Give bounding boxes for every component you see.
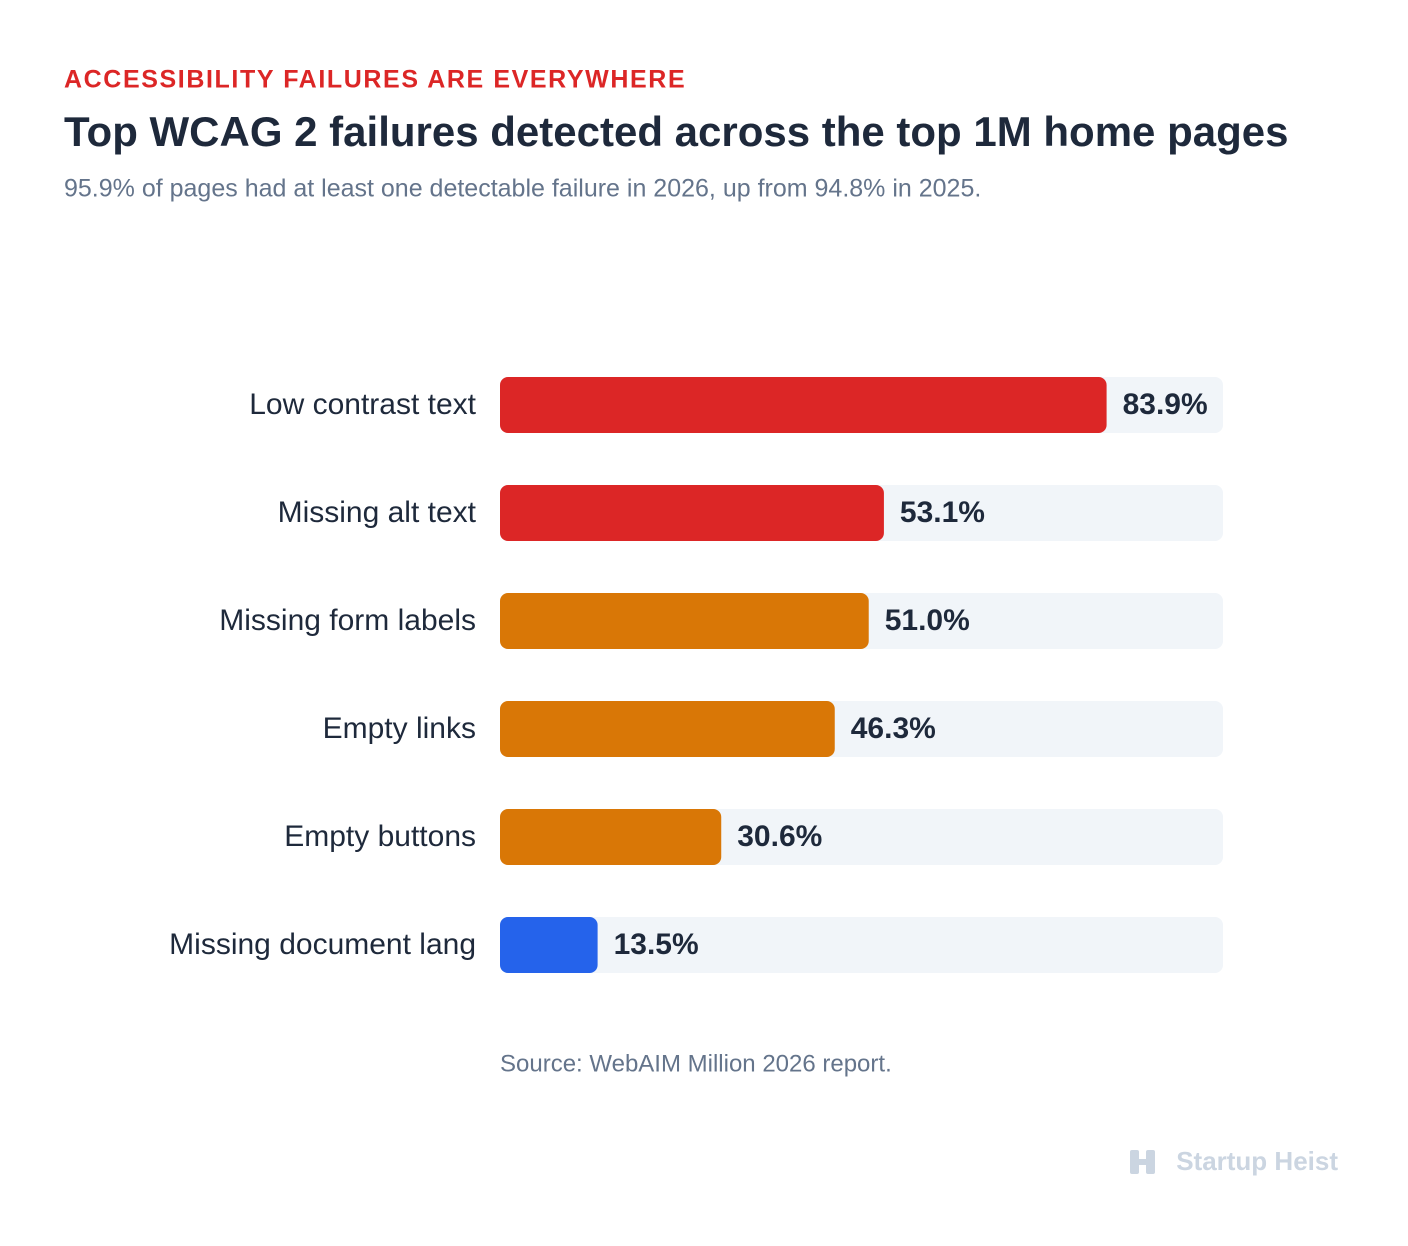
category-label: Missing alt text <box>278 496 477 529</box>
chart-subtitle: 95.9% of pages had at least one detectab… <box>64 175 981 203</box>
category-label: Empty links <box>323 712 476 745</box>
category-label: Missing document lang <box>169 928 476 961</box>
value-label: 51.0% <box>885 604 970 637</box>
bar <box>500 593 869 649</box>
bar <box>500 809 722 865</box>
bar <box>500 701 835 757</box>
brand-logo <box>1130 1150 1155 1174</box>
value-label: 53.1% <box>900 496 985 529</box>
kicker: ACCESSIBILITY FAILURES ARE EVERYWHERE <box>64 66 686 94</box>
category-label: Missing form labels <box>219 604 476 637</box>
bar <box>500 377 1107 433</box>
brand: Startup Heist <box>1176 1146 1338 1176</box>
source-note: Source: WebAIM Million 2026 report. <box>500 1050 892 1077</box>
value-label: 13.5% <box>614 928 699 961</box>
category-label: Low contrast text <box>249 388 476 421</box>
logo-part <box>1130 1159 1155 1165</box>
bar-track <box>500 917 1223 973</box>
value-label: 46.3% <box>851 712 936 745</box>
bar <box>500 485 884 541</box>
value-label: 83.9% <box>1123 388 1208 421</box>
chart-title: Top WCAG 2 failures detected across the … <box>64 108 1288 155</box>
bar <box>500 917 598 973</box>
category-label: Empty buttons <box>284 820 476 853</box>
value-label: 30.6% <box>737 820 822 853</box>
